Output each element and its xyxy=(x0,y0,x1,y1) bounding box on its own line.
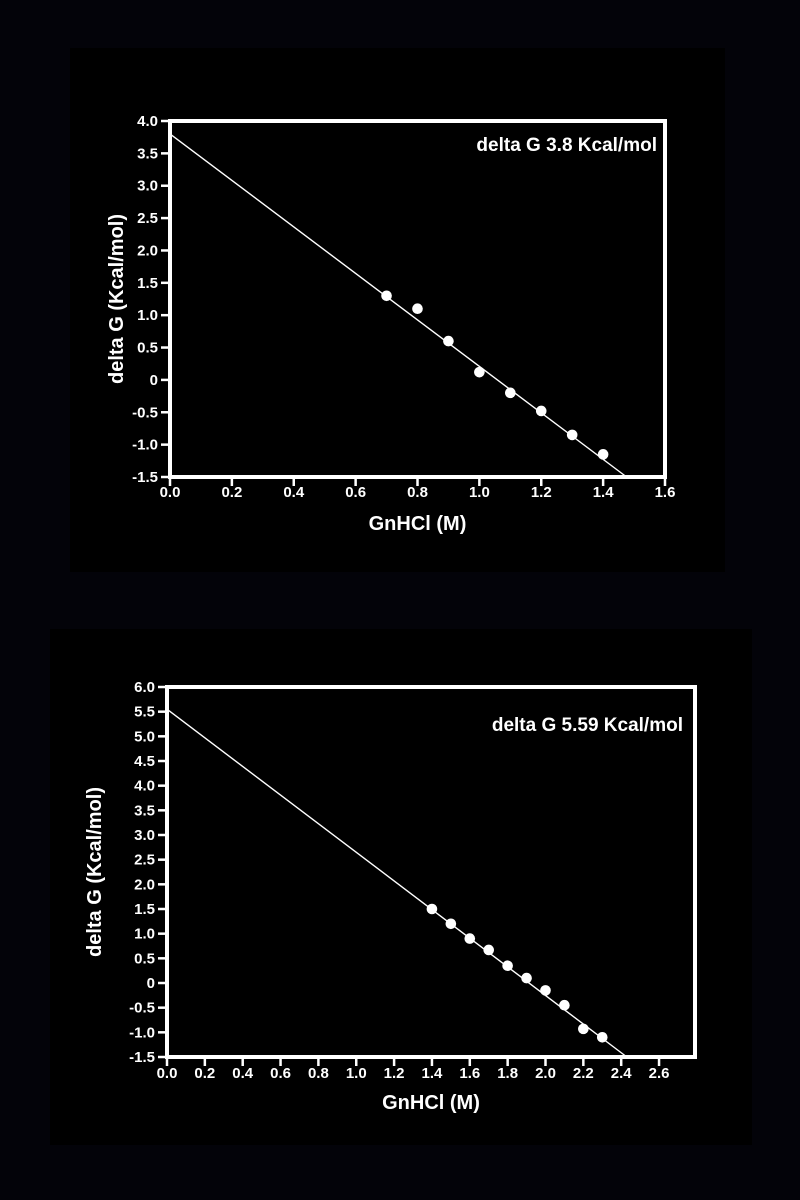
y-axis-label: delta G (Kcal/mol) xyxy=(106,214,128,384)
y-tick-label: -1.5 xyxy=(129,1049,155,1066)
x-tick-label: 2.0 xyxy=(535,1065,556,1082)
data-point xyxy=(521,972,532,984)
chart-panel-top: 0.0 0.2 0.4 0.6 0.8 1.0 1.2 1.4 1.6 4.0 3.5 3.0 2.5 2… xyxy=(70,48,725,572)
data-point xyxy=(412,303,423,315)
data-point xyxy=(578,1023,589,1035)
x-axis-label: GnHCl (M) xyxy=(369,513,467,535)
data-point xyxy=(597,449,609,460)
plot-frame xyxy=(165,685,697,1059)
x-tick-label: 1.4 xyxy=(593,484,615,501)
x-tick-label: 1.0 xyxy=(346,1065,367,1082)
x-tick-label: 0.4 xyxy=(283,484,305,501)
y-tick-label: 5.0 xyxy=(134,728,155,745)
x-tick-label: 1.6 xyxy=(655,484,676,501)
fit-line xyxy=(166,708,628,1058)
data-points xyxy=(381,290,609,460)
x-tick-label: 0.0 xyxy=(160,484,181,501)
x-tick-label: 1.6 xyxy=(459,1065,480,1082)
x-tick-label: 1.8 xyxy=(497,1065,518,1082)
delta-g-annotation: delta G 5.59 Kcal/mol xyxy=(492,715,683,736)
y-tick-label: 6.0 xyxy=(134,679,155,696)
data-point xyxy=(540,985,551,996)
y-tick-label: 0.5 xyxy=(137,340,158,357)
y-tick-label: 4.5 xyxy=(134,753,155,770)
y-tick-label: 0.5 xyxy=(134,950,155,967)
data-point xyxy=(474,366,485,378)
y-tick-label: 1.5 xyxy=(134,901,155,918)
data-point xyxy=(535,405,547,417)
y-tick-label: -1.0 xyxy=(129,1024,155,1041)
y-tick-label: 1.0 xyxy=(134,926,155,943)
data-point xyxy=(566,429,578,441)
x-tick-label: 0.8 xyxy=(308,1065,329,1082)
chart-panel-bottom: 0.0 0.2 0.4 0.6 0.8 1.0 1.2 1.4 1.6 1.8 2.0 2.2 2.4 2… xyxy=(50,629,752,1145)
y-tick-label: 2.0 xyxy=(137,242,158,259)
x-tick-label: 1.4 xyxy=(422,1065,444,1082)
y-tick-label: 1.5 xyxy=(137,275,158,292)
y-tick-label: -1.0 xyxy=(132,437,158,454)
y-tick-label: 3.0 xyxy=(134,827,155,844)
y-tick-label: 3.0 xyxy=(137,178,158,195)
x-tick-label: 0.8 xyxy=(407,484,428,501)
data-point xyxy=(505,387,516,399)
data-point xyxy=(464,933,476,944)
x-tick-label: 2.4 xyxy=(611,1065,633,1082)
x-tick-label: 2.2 xyxy=(573,1065,594,1082)
x-tick-label: 2.6 xyxy=(649,1065,670,1082)
y-tick-label: 2.0 xyxy=(134,876,155,893)
y-tick-label: -0.5 xyxy=(132,404,158,421)
y-tick-label: 0 xyxy=(150,372,158,389)
y-tick-label: 3.5 xyxy=(134,802,155,819)
data-point xyxy=(483,944,495,956)
data-point xyxy=(443,335,454,347)
x-tick-label: 1.2 xyxy=(531,484,552,501)
x-tick-label: 0.6 xyxy=(270,1065,291,1082)
y-tick-label: 0 xyxy=(147,975,155,992)
x-tick-label: 0.4 xyxy=(232,1065,254,1082)
y-tick-label: 2.5 xyxy=(137,210,158,227)
y-tick-label: 1.0 xyxy=(137,307,158,324)
y-tick-label: -0.5 xyxy=(129,1000,155,1017)
y-tick-label: 4.0 xyxy=(137,113,158,130)
x-tick-label: 0.2 xyxy=(221,484,242,501)
data-point xyxy=(559,999,570,1011)
data-point xyxy=(381,290,392,302)
data-point xyxy=(502,960,513,972)
x-tick-label: 0.6 xyxy=(345,484,366,501)
data-point xyxy=(426,903,438,915)
y-tick-label: 3.5 xyxy=(137,145,158,162)
scatter-chart-top: 0.0 0.2 0.4 0.6 0.8 1.0 1.2 1.4 1.6 4.0 3.5 3.0 2.5 2… xyxy=(106,113,676,535)
y-axis-label: delta G (Kcal/mol) xyxy=(84,787,106,957)
y-tick-label: 4.0 xyxy=(134,778,155,795)
scatter-chart-bottom: 0.0 0.2 0.4 0.6 0.8 1.0 1.2 1.4 1.6 1.8 2.0 2.2 2.4 2… xyxy=(84,679,697,1114)
data-point xyxy=(445,918,457,930)
plot-frame xyxy=(168,119,667,479)
x-tick-label: 0.0 xyxy=(157,1065,178,1082)
y-tick-label: 5.5 xyxy=(134,704,155,721)
x-axis-label: GnHCl (M) xyxy=(382,1092,480,1114)
y-tick-label: 2.5 xyxy=(134,852,155,869)
x-tick-label: 1.0 xyxy=(469,484,490,501)
delta-g-annotation: delta G 3.8 Kcal/mol xyxy=(476,135,657,156)
x-tick-label: 0.2 xyxy=(194,1065,215,1082)
data-points xyxy=(426,903,608,1043)
data-point xyxy=(596,1031,608,1043)
fit-line xyxy=(169,133,628,478)
x-tick-label: 1.2 xyxy=(384,1065,405,1082)
y-tick-label: -1.5 xyxy=(132,469,158,486)
